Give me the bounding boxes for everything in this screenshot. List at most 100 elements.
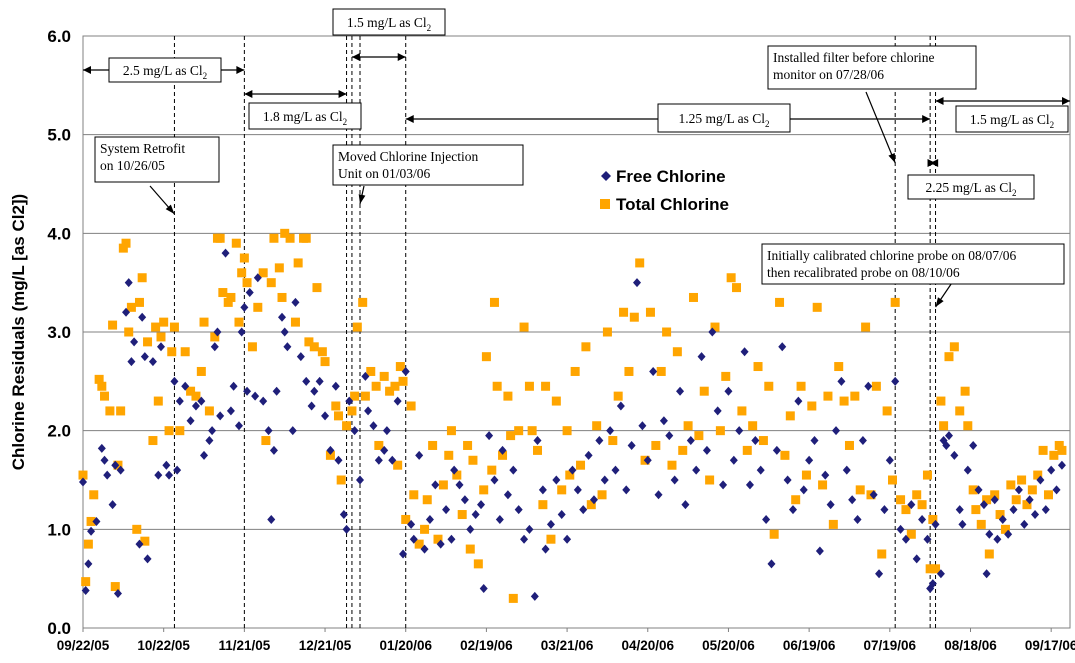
total-chlorine-point xyxy=(592,421,602,431)
annotation-dose-1-8: 1.8 mg/L as Cl2 xyxy=(248,102,362,130)
free-chlorine-point xyxy=(380,445,389,455)
total-chlorine-point xyxy=(984,549,994,559)
total-chlorine-point xyxy=(1054,440,1064,450)
total-chlorine-point xyxy=(83,539,93,549)
total-chlorine-point xyxy=(261,436,271,446)
total-chlorine-point xyxy=(234,317,244,327)
free-chlorine-point xyxy=(243,386,252,396)
free-chlorine-point xyxy=(958,519,967,529)
arrow-head xyxy=(236,66,245,74)
free-chlorine-point xyxy=(848,495,857,505)
total-chlorine-point xyxy=(393,460,403,470)
free-chlorine-point xyxy=(485,431,494,441)
annotation-main: 2.5 mg/L as Cl xyxy=(123,63,203,78)
free-chlorine-point xyxy=(525,524,534,534)
legend-diamond-marker xyxy=(601,171,611,181)
total-chlorine-point xyxy=(769,529,779,539)
free-chlorine-point xyxy=(826,500,835,510)
total-chlorine-point xyxy=(479,485,489,495)
free-chlorine-point xyxy=(479,584,488,594)
free-chlorine-point xyxy=(708,327,717,337)
free-chlorine-point xyxy=(79,477,87,487)
annotation-box xyxy=(332,144,524,186)
total-chlorine-point xyxy=(901,505,911,515)
annotation-box xyxy=(248,102,362,130)
total-chlorine-point xyxy=(850,391,860,401)
free-chlorine-point xyxy=(616,401,625,411)
total-chlorine-point xyxy=(1027,485,1037,495)
total-chlorine-point xyxy=(395,362,405,372)
total-chlorine-point xyxy=(452,470,462,480)
free-chlorine-point xyxy=(568,465,577,475)
arrow-head xyxy=(888,153,896,163)
legend-free-chlorine: Free Chlorine xyxy=(616,167,726,186)
free-chlorine-point xyxy=(563,534,572,544)
total-chlorine-point xyxy=(175,426,185,436)
free-chlorine-point xyxy=(762,514,771,524)
free-chlorine-point xyxy=(659,416,668,426)
total-chlorine-point xyxy=(906,529,916,539)
total-chlorine-point xyxy=(156,332,166,342)
total-chlorine-point xyxy=(218,288,228,298)
free-chlorine-point xyxy=(901,534,910,544)
total-chlorine-point xyxy=(936,396,946,406)
total-chlorine-point xyxy=(116,406,126,416)
total-chlorine-point xyxy=(253,302,263,312)
total-chlorine-point xyxy=(438,480,448,490)
free-chlorine-point xyxy=(633,278,642,288)
horizontal-gridlines xyxy=(83,134,1070,530)
total-chlorine-point xyxy=(807,401,817,411)
total-chlorine-point xyxy=(527,426,537,436)
free-chlorine-point xyxy=(302,376,311,386)
plot-area xyxy=(82,35,1071,629)
total-chlorine-point xyxy=(949,342,959,352)
free-chlorine-point xyxy=(477,500,486,510)
free-chlorine-point xyxy=(345,396,354,406)
free-chlorine-point xyxy=(221,248,230,258)
free-chlorine-point xyxy=(533,436,542,446)
total-chlorine-point xyxy=(342,421,352,431)
annotation-text: monitor on 07/28/06 xyxy=(773,67,884,82)
total-chlorine-point xyxy=(301,233,311,243)
total-chlorine-point xyxy=(912,490,922,500)
total-chlorine-point xyxy=(796,381,806,391)
total-chlorine-point xyxy=(678,445,688,455)
free-chlorine-point xyxy=(197,396,206,406)
free-chlorine-point xyxy=(509,465,518,475)
total-chlorine-point xyxy=(791,495,801,505)
total-chlorine-point xyxy=(1038,445,1048,455)
y-tick-label: 5.0 xyxy=(47,126,71,145)
event-lines xyxy=(173,36,937,628)
annotation-box xyxy=(94,136,220,183)
annotation-dose-1-5a: 1.5 mg/L as Cl2 xyxy=(332,8,446,36)
free-chlorine-point xyxy=(369,421,378,431)
annotation-main: 1.5 mg/L as Cl xyxy=(970,112,1050,127)
total-chlorine-point xyxy=(944,352,954,362)
total-chlorine-point xyxy=(823,391,833,401)
free-chlorine-point xyxy=(969,440,978,450)
total-chlorine-point xyxy=(309,342,319,352)
total-chlorine-point xyxy=(226,292,236,302)
free-chlorine-point xyxy=(643,455,652,465)
x-tick-label: 05/20/06 xyxy=(702,638,755,653)
y-tick-label: 1.0 xyxy=(47,520,71,539)
total-chlorine-point xyxy=(995,510,1005,520)
y-tick-label: 2.0 xyxy=(47,422,71,441)
free-chlorine-point xyxy=(208,426,217,436)
total-chlorine-point xyxy=(492,381,502,391)
total-chlorine-point xyxy=(269,233,279,243)
free-chlorine-point xyxy=(942,440,951,450)
total-chlorine-point xyxy=(753,362,763,372)
free-chlorine-point xyxy=(315,376,324,386)
total-chlorine-point xyxy=(839,396,849,406)
free-chlorine-point xyxy=(611,465,620,475)
free-chlorine-point xyxy=(756,465,765,475)
free-chlorine-point xyxy=(740,347,749,357)
total-chlorine-point xyxy=(215,233,225,243)
free-chlorine-point xyxy=(122,307,131,317)
total-chlorine-point xyxy=(597,490,607,500)
total-chlorine-point xyxy=(463,440,473,450)
free-chlorine-point xyxy=(649,366,658,376)
total-chlorine-point xyxy=(955,406,965,416)
free-chlorine-point xyxy=(1041,505,1050,515)
